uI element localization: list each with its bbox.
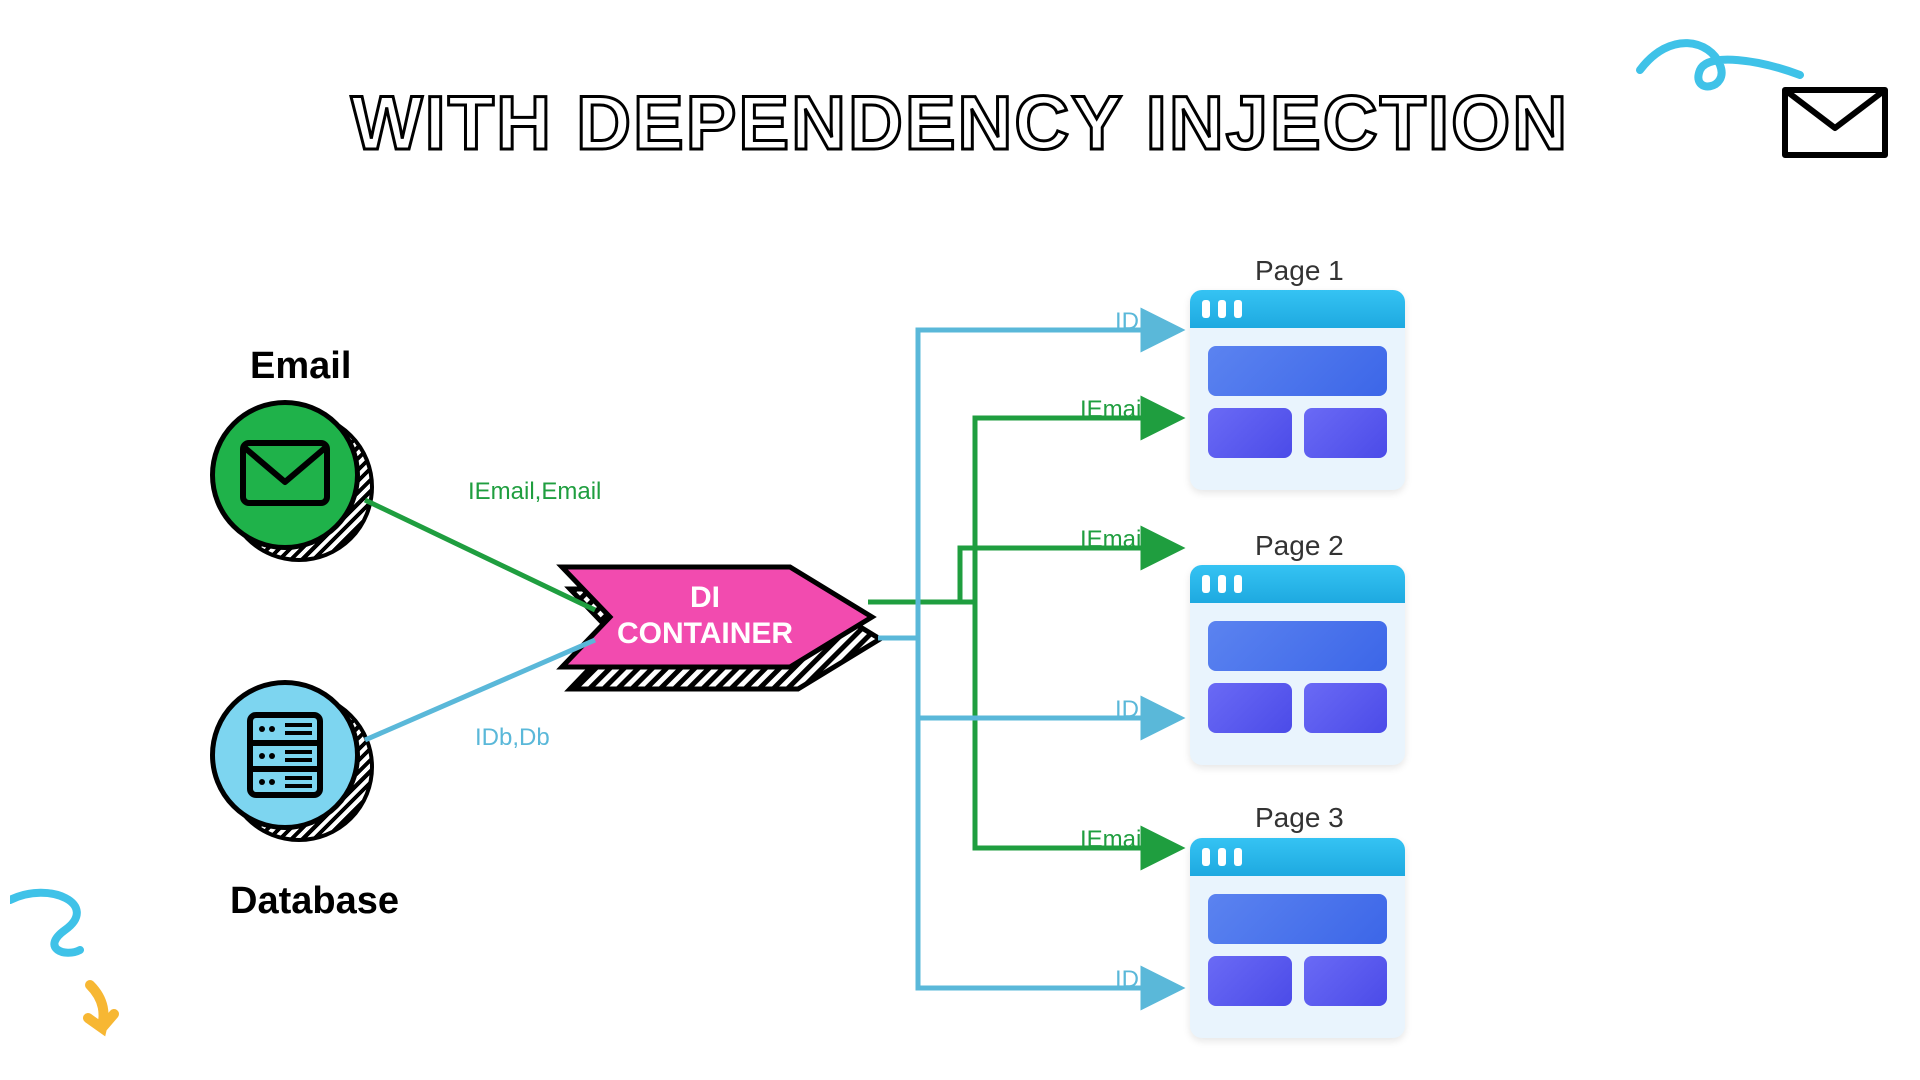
database-service-icon [210, 680, 365, 835]
page3-label: Page 3 [1255, 802, 1344, 834]
edge-label-idb-page2: IDb [1115, 696, 1152, 724]
edge-label-iemail-page3: IEmail [1080, 826, 1147, 854]
edge-label-idb-page3: IDb [1115, 966, 1152, 994]
page-title: WITH DEPENDENCY INJECTION [351, 80, 1569, 167]
page1-card [1190, 290, 1405, 490]
di-container-text-1: DI [690, 581, 720, 614]
di-container-text-2: CONTAINER [617, 617, 793, 650]
edge-label-iemail-page2: IEmail [1080, 526, 1147, 554]
page2-label: Page 2 [1255, 530, 1344, 562]
database-service-label: Database [230, 880, 399, 923]
page2-card [1190, 565, 1405, 765]
di-container: DI CONTAINER [540, 545, 900, 705]
edge-label-iemail-page1: IEmail [1080, 396, 1147, 424]
email-service-label: Email [250, 345, 351, 388]
page3-card [1190, 838, 1405, 1038]
edge-label-db-container: IDb,Db [475, 724, 550, 752]
decoration-bottom-left [10, 880, 150, 1040]
edge-label-idb-page1: IDb [1115, 308, 1152, 336]
decoration-top-right [1630, 20, 1890, 180]
page1-label: Page 1 [1255, 255, 1344, 287]
edge-label-email-container: IEmail,Email [468, 478, 601, 506]
email-service-icon [210, 400, 365, 555]
